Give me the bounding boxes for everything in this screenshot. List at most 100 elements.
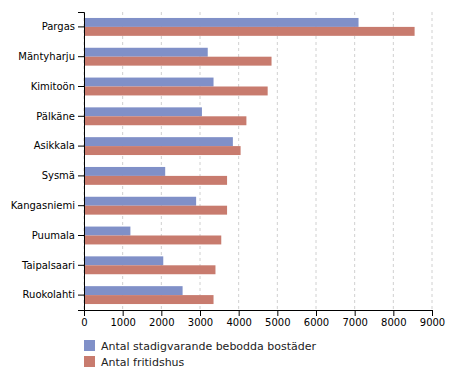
legend-label: Antal fritidshus (101, 356, 185, 369)
grid (84, 12, 432, 310)
x-tick: 0 (81, 310, 87, 328)
y-tick: Kimitoön (31, 81, 84, 92)
y-tick-label: Asikkala (34, 140, 75, 151)
bar (84, 87, 268, 96)
y-tick-mark (78, 205, 84, 206)
bar (84, 206, 227, 215)
y-tick: Puumala (32, 230, 84, 241)
x-tick-label: 0 (81, 317, 87, 328)
grid-line (316, 12, 317, 310)
legend-item: Antal stadigvarande bebodda bostäder (84, 340, 317, 353)
bar (84, 286, 183, 295)
grid-line (432, 12, 433, 310)
bar (84, 78, 214, 87)
x-tick-mark (432, 310, 433, 316)
legend-item: Antal fritidshus (84, 356, 185, 369)
bar (84, 167, 165, 176)
y-tick-label: Pälkäne (36, 111, 75, 122)
bar (84, 256, 163, 265)
y-tick-label: Mäntyharju (18, 51, 75, 62)
bar (84, 227, 130, 236)
x-tick-label: 5000 (265, 317, 290, 328)
legend-swatch (84, 340, 95, 351)
y-tick: Taipalsaari (21, 260, 84, 271)
bar (84, 48, 208, 57)
bar (84, 197, 196, 206)
legend-label: Antal stadigvarande bebodda bostäder (101, 340, 317, 353)
y-tick-mark (78, 175, 84, 176)
grid-line (354, 12, 355, 310)
bar-series (84, 27, 415, 304)
x-tick: 5000 (265, 310, 290, 328)
bar (84, 18, 359, 27)
x-tick: 1000 (110, 310, 135, 328)
y-tick: Asikkala (34, 140, 84, 151)
x-tick-label: 4000 (226, 317, 251, 328)
x-tick: 8000 (381, 310, 406, 328)
plot: 0 1000 2000 3000 4000 5000 6000 7000 8000 9000 Par… (11, 12, 446, 328)
x-tick-label: 6000 (304, 317, 329, 328)
grid-line (277, 12, 278, 310)
y-tick-mark (78, 116, 84, 117)
x-tick-mark (161, 310, 162, 316)
y-tick-mark (78, 265, 84, 266)
y-tick-mark (78, 56, 84, 57)
x-tick-mark (200, 310, 201, 316)
x-tick-label: 3000 (188, 317, 213, 328)
bar (84, 176, 227, 185)
x-tick: 7000 (342, 310, 367, 328)
y-tick: Ruokolahti (23, 289, 84, 300)
y-tick: Pälkäne (36, 111, 84, 122)
x-tick-mark (277, 310, 278, 316)
y-tick: Pargas (42, 21, 84, 32)
x-tick: 6000 (304, 310, 329, 328)
x-tick-mark (316, 310, 317, 316)
bar (84, 265, 215, 274)
y-tick-label: Kangasniemi (11, 200, 75, 211)
y-tick: Kangasniemi (11, 200, 84, 211)
x-tick-mark (393, 310, 394, 316)
bar (84, 107, 202, 116)
bar (84, 116, 246, 125)
x-tick-label: 7000 (342, 317, 367, 328)
x-tick-mark (355, 310, 356, 316)
x-tick-label: 2000 (149, 317, 174, 328)
x-tick-mark (123, 310, 124, 316)
x-tick-mark (239, 310, 240, 316)
bar (84, 137, 233, 146)
bar (84, 295, 214, 304)
y-tick-mark (78, 235, 84, 236)
x-tick-label: 9000 (420, 317, 445, 328)
bar (84, 236, 221, 245)
bar (84, 57, 272, 66)
bars (84, 18, 415, 304)
x-axis: 0 1000 2000 3000 4000 5000 6000 7000 8000 9000 (81, 310, 445, 328)
x-tick-label: 1000 (110, 317, 135, 328)
bar (84, 27, 415, 36)
y-tick-label: Taipalsaari (21, 260, 75, 271)
y-tick-label: Puumala (32, 230, 75, 241)
y-tick-label: Sysmä (42, 170, 75, 181)
y-tick-label: Ruokolahti (23, 289, 75, 300)
x-tick: 2000 (149, 310, 174, 328)
x-tick: 3000 (188, 310, 213, 328)
x-tick-label: 8000 (381, 317, 406, 328)
y-axis: Pargas Mäntyharju Kimitoön Pälkäne Asikkala S… (11, 13, 85, 311)
bar-series (84, 18, 359, 295)
y-tick-mark (78, 295, 84, 296)
x-axis-line (85, 311, 433, 317)
grid-line (393, 12, 394, 310)
chart: 0 1000 2000 3000 4000 5000 6000 7000 8000 9000 Par… (0, 0, 454, 378)
legend: Antal stadigvarande bebodda bostäder Anta… (84, 340, 317, 369)
y-tick: Sysmä (42, 170, 84, 181)
y-tick-label: Kimitoön (31, 81, 75, 92)
x-tick: 4000 (226, 310, 251, 328)
legend-swatch (84, 356, 95, 367)
y-tick-mark (78, 26, 84, 27)
y-axis-line (78, 13, 85, 311)
y-tick: Mäntyharju (18, 51, 84, 62)
bar (84, 146, 241, 155)
y-tick-mark (78, 86, 84, 87)
x-tick: 9000 (420, 310, 445, 328)
y-tick-mark (78, 146, 84, 147)
